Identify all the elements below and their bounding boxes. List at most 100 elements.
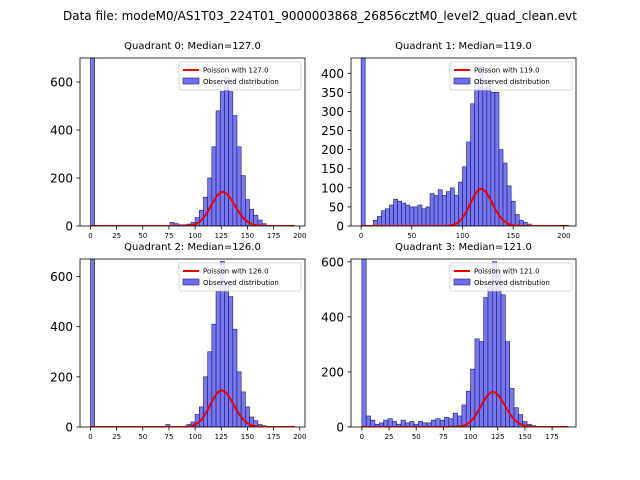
x-tick-label: 100 bbox=[464, 433, 477, 441]
x-tick-label: 0 bbox=[88, 433, 92, 441]
histogram-bar bbox=[211, 146, 217, 226]
y-tick-label: 0 bbox=[65, 421, 73, 435]
x-tick-label: 100 bbox=[188, 433, 201, 441]
histogram-bar bbox=[441, 195, 447, 226]
y-tick-label: 200 bbox=[50, 370, 73, 384]
histogram-bar bbox=[224, 281, 229, 427]
histogram-bar bbox=[431, 419, 437, 427]
x-tick-label: 50 bbox=[407, 232, 416, 240]
legend-bar-swatch bbox=[182, 278, 200, 286]
poisson-curve bbox=[90, 191, 295, 226]
histogram-bar bbox=[207, 177, 213, 226]
histogram-bar bbox=[448, 418, 454, 427]
y-tick-label: 400 bbox=[321, 310, 344, 324]
legend-box bbox=[449, 61, 573, 91]
histogram-bar bbox=[513, 407, 519, 427]
y-tick-label: 100 bbox=[321, 181, 344, 195]
y-tick-label: 200 bbox=[50, 172, 73, 186]
histogram-bar bbox=[381, 210, 386, 226]
quadrant-2-panel: Quadrant 2: Median=126.0 0 25 50 75 100 125 150… bbox=[50, 242, 306, 441]
histogram-bar bbox=[461, 404, 467, 427]
x-tick-label: 75 bbox=[164, 232, 173, 240]
y-tick-label: 600 bbox=[50, 270, 73, 284]
histogram-bar bbox=[370, 419, 376, 427]
y-tick-label: 600 bbox=[50, 76, 73, 90]
histogram-bar bbox=[413, 206, 419, 226]
x-tick-label: 175 bbox=[267, 232, 280, 240]
x-tick-label: 175 bbox=[267, 433, 280, 441]
y-tick-label: 150 bbox=[321, 162, 344, 176]
x-tick-label: 200 bbox=[293, 232, 306, 240]
quadrant-1-axes-frame bbox=[350, 57, 577, 227]
x-tick-label: 50 bbox=[138, 433, 147, 441]
x-tick-label: 150 bbox=[518, 433, 531, 441]
legend-box bbox=[178, 61, 302, 91]
histogram-bar bbox=[400, 419, 406, 427]
x-tick-label: 50 bbox=[412, 433, 421, 441]
poisson-curve bbox=[361, 188, 569, 226]
histogram-bar bbox=[487, 286, 493, 427]
quadrant-0-legend: Poisson with 127.0 Observed distribution bbox=[178, 61, 302, 91]
quadrant-2-title: Quadrant 2: Median=126.0 bbox=[124, 242, 261, 253]
x-tick-label: 25 bbox=[112, 232, 121, 240]
y-tick-label: 600 bbox=[321, 255, 344, 269]
histogram-bar bbox=[253, 420, 259, 427]
histogram-bar bbox=[474, 80, 480, 226]
histogram-bar bbox=[90, 58, 95, 226]
panels: Quadrant 0: Median=127.0 0 25 50 75 100 125 150… bbox=[50, 41, 577, 441]
histogram-bar bbox=[502, 162, 508, 226]
x-tick-label: 150 bbox=[241, 433, 254, 441]
x-tick-label: 175 bbox=[545, 433, 558, 441]
suptitle: Data file: modeM0/AS1T03_224T01_90000038… bbox=[63, 9, 577, 23]
x-tick-label: 25 bbox=[385, 433, 394, 441]
histogram-bar bbox=[257, 219, 263, 226]
x-tick-label: 125 bbox=[215, 433, 228, 441]
x-tick-label: 125 bbox=[491, 433, 504, 441]
legend-observed-label: Observed distribution bbox=[474, 279, 550, 287]
histogram-bar bbox=[510, 200, 516, 226]
histogram-bar bbox=[389, 204, 394, 226]
histogram-bar bbox=[387, 418, 393, 427]
histogram-bar bbox=[224, 76, 229, 226]
histogram-bar bbox=[518, 414, 524, 427]
x-tick-label: 50 bbox=[138, 232, 147, 240]
histogram-bar bbox=[228, 91, 234, 226]
legend-poisson-label: Poisson with 119.0 bbox=[474, 67, 540, 75]
legend-poisson-label: Poisson with 127.0 bbox=[203, 67, 269, 75]
histogram-bar bbox=[506, 185, 512, 226]
quadrant-3-panel: Quadrant 3: Median=121.0 0 25 50 75 100 125 150… bbox=[321, 242, 577, 441]
histogram-bar bbox=[228, 296, 234, 427]
y-tick-label: 350 bbox=[321, 86, 344, 100]
histogram-bar bbox=[452, 412, 458, 427]
quadrant-3-title: Quadrant 3: Median=121.0 bbox=[395, 242, 532, 253]
histogram-bar bbox=[417, 204, 423, 226]
histogram-bar bbox=[385, 208, 390, 226]
x-tick-label: 100 bbox=[456, 232, 469, 240]
x-tick-label: 200 bbox=[293, 433, 306, 441]
y-tick-label: 200 bbox=[321, 143, 344, 157]
histogram-bar bbox=[450, 187, 455, 226]
y-tick-label: 400 bbox=[50, 320, 73, 334]
histogram-bar bbox=[439, 419, 445, 427]
histogram-bar bbox=[211, 323, 217, 427]
quadrant-0-title: Quadrant 0: Median=127.0 bbox=[124, 41, 261, 52]
x-tick-label: 150 bbox=[241, 232, 254, 240]
x-tick-label: 75 bbox=[164, 433, 173, 441]
x-tick-label: 125 bbox=[215, 232, 228, 240]
quadrant-3-legend: Poisson with 121.0 Observed distribution bbox=[449, 262, 573, 292]
histogram-bar bbox=[483, 297, 489, 427]
quadrant-1-legend: Poisson with 119.0 Observed distribution bbox=[449, 61, 573, 91]
x-tick-label: 25 bbox=[112, 433, 121, 441]
histogram-bar bbox=[383, 419, 389, 427]
y-tick-label: 400 bbox=[321, 67, 344, 81]
y-tick-label: 300 bbox=[321, 105, 344, 119]
histogram-bar bbox=[466, 141, 471, 226]
x-tick-label: 200 bbox=[557, 232, 570, 240]
quadrant-1-title: Quadrant 1: Median=119.0 bbox=[395, 41, 532, 52]
histogram-bar bbox=[433, 195, 439, 226]
histogram-bar bbox=[486, 80, 492, 226]
histogram-bar bbox=[405, 204, 411, 226]
y-tick-label: 200 bbox=[321, 365, 344, 379]
x-tick-label: 0 bbox=[359, 232, 363, 240]
